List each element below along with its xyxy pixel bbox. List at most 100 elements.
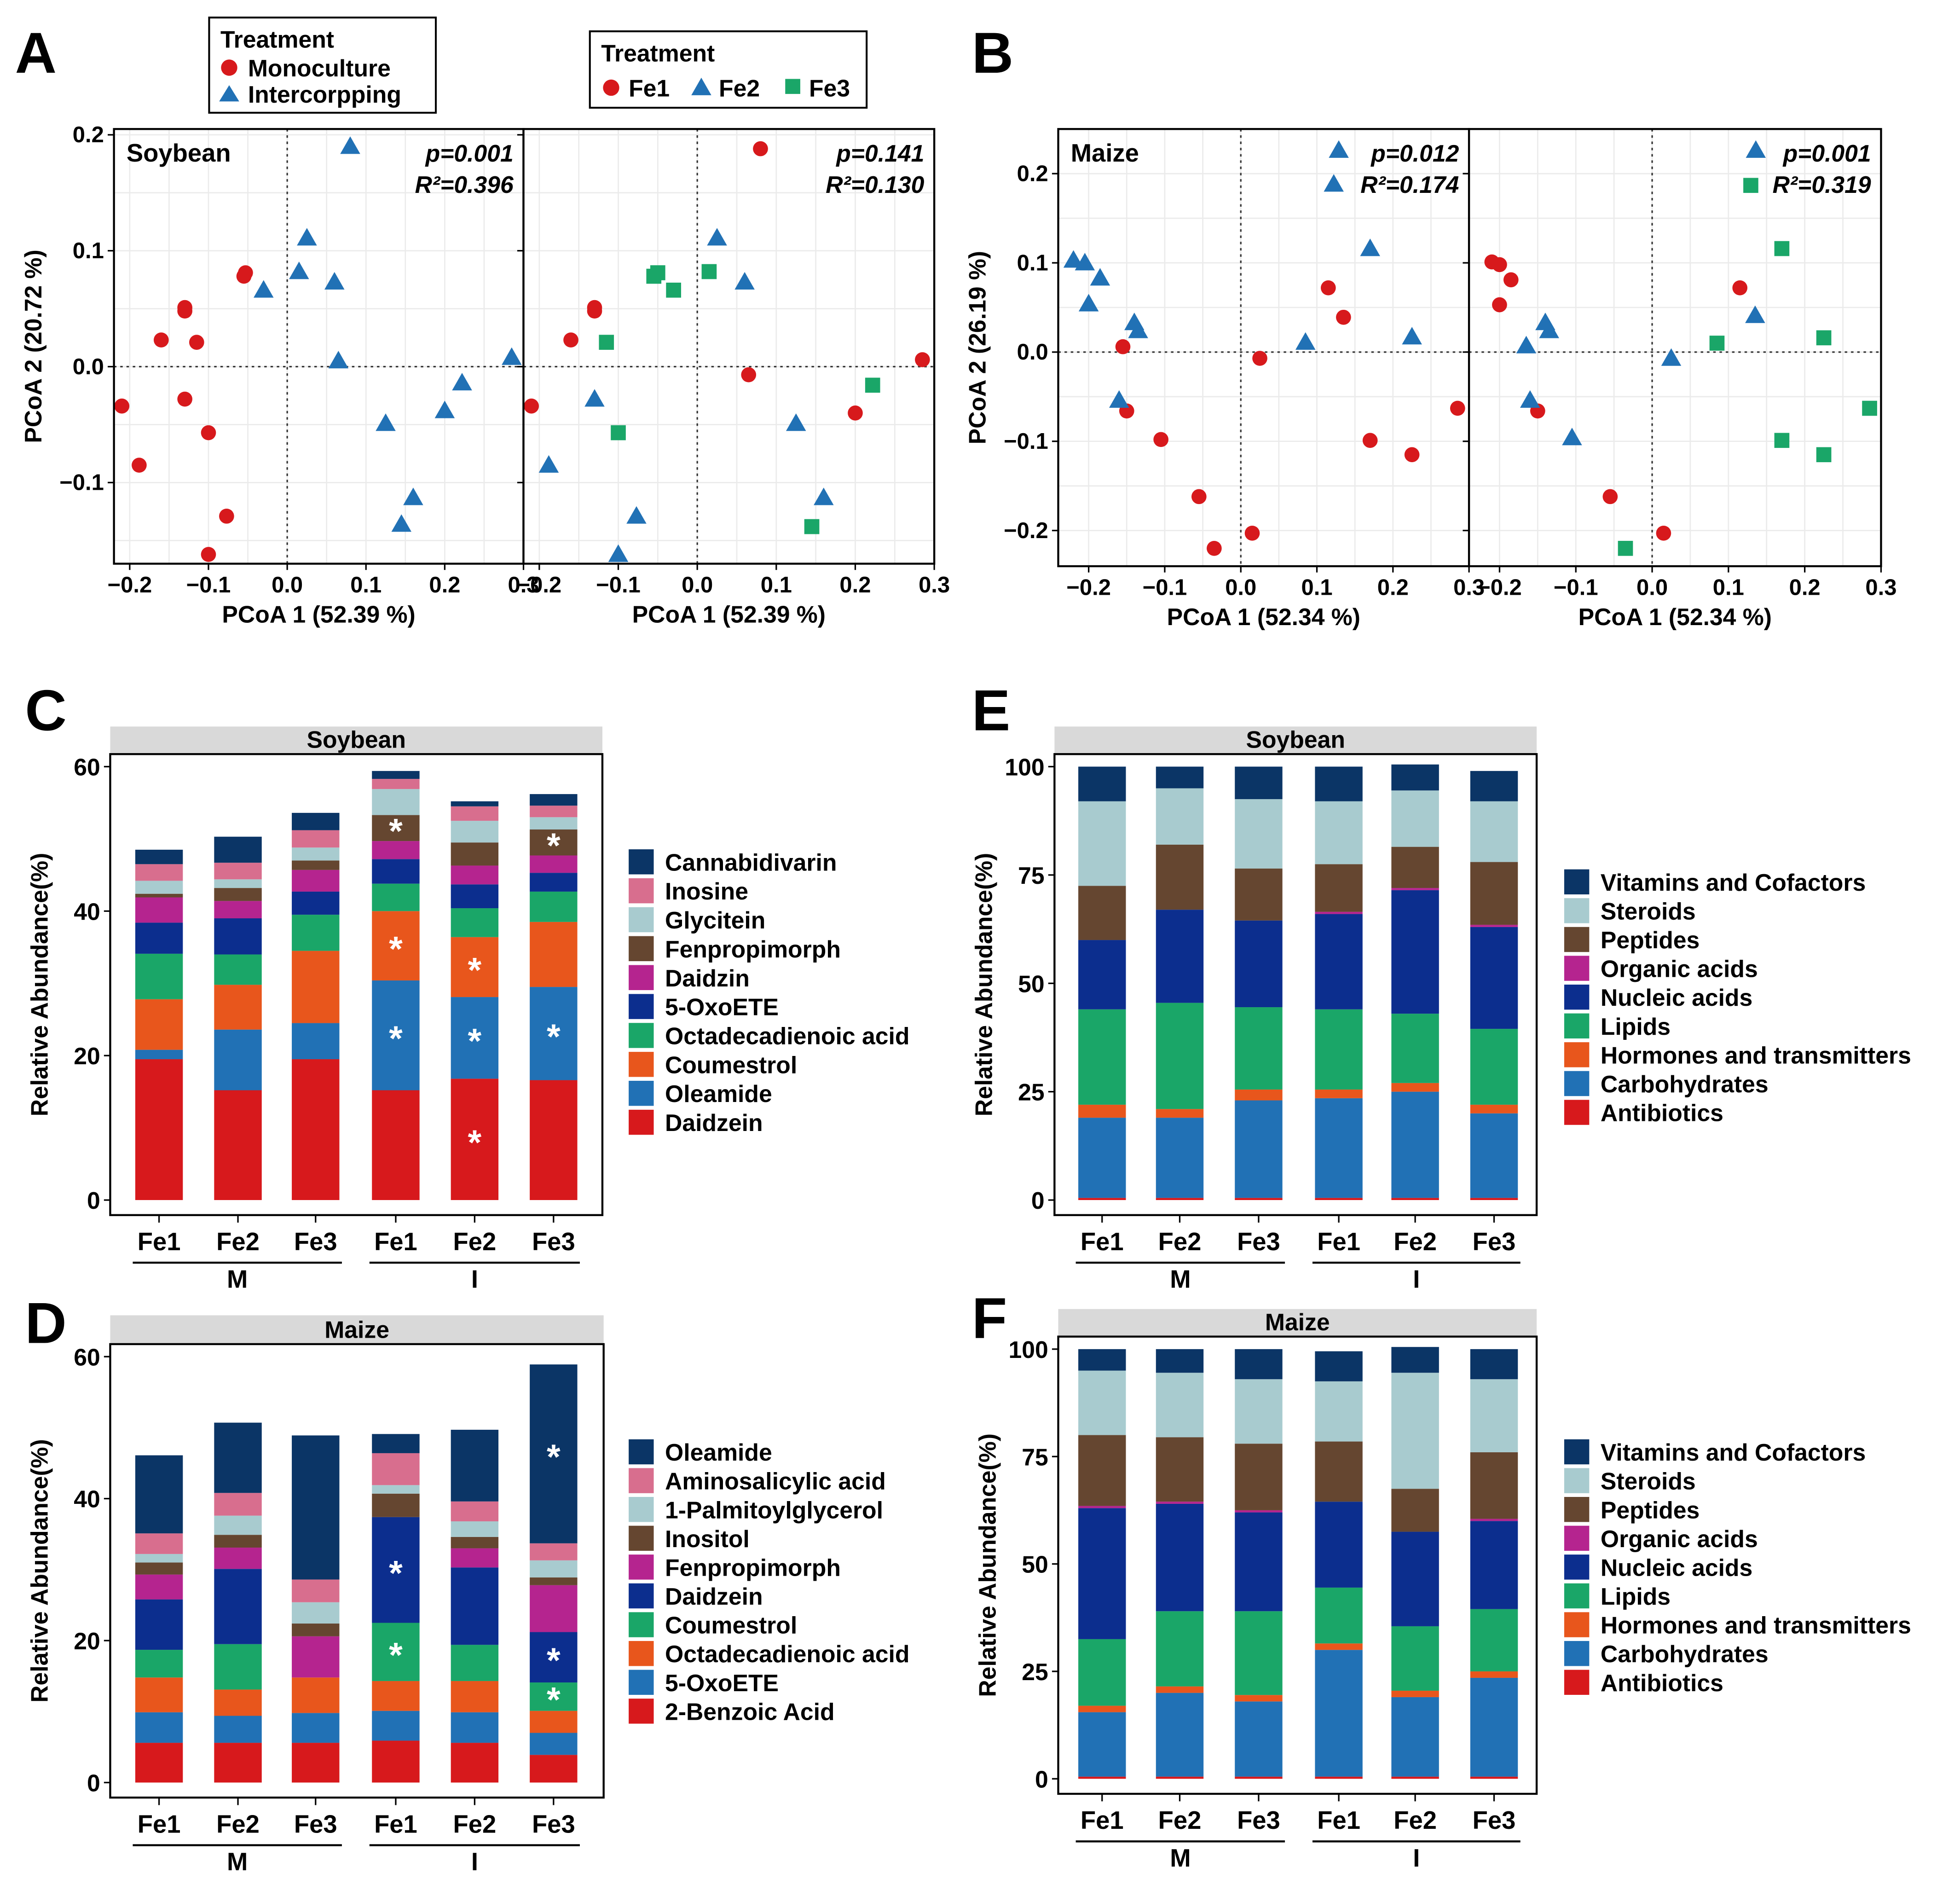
panel-letter-b: B xyxy=(972,21,1013,85)
x-tick-label: 0.0 xyxy=(1636,575,1668,600)
stat-marker xyxy=(1324,174,1344,192)
legend-label: Coumestrol xyxy=(665,1051,797,1078)
bar-segment xyxy=(372,1623,420,1681)
data-point xyxy=(1115,339,1131,354)
bar-segment xyxy=(372,841,420,859)
bar-segment xyxy=(451,908,499,937)
data-point xyxy=(1244,525,1260,541)
y-tick-label: 25 xyxy=(1022,1659,1048,1685)
bar-segment xyxy=(530,1560,578,1577)
bar-segment xyxy=(292,830,340,848)
legend-fe1-label: Fe1 xyxy=(629,75,670,102)
x-tick-label: −0.2 xyxy=(108,573,152,597)
bar-segment xyxy=(451,1681,499,1712)
y-tick-label: 0 xyxy=(1035,1766,1048,1792)
legend-label: Steroids xyxy=(1601,898,1696,924)
bar-segment xyxy=(1156,1437,1204,1502)
category-label: Fe3 xyxy=(1237,1806,1280,1834)
bar-segment xyxy=(135,922,183,954)
y-tick-label: 100 xyxy=(1009,1336,1048,1363)
x-tick-label: −0.2 xyxy=(517,573,562,597)
bar-segment xyxy=(1078,1506,1126,1508)
category-label: Fe1 xyxy=(1081,1806,1124,1834)
bar-segment xyxy=(372,1434,420,1453)
y-tick-label: 60 xyxy=(74,754,100,781)
bar-segment xyxy=(1156,1693,1204,1777)
bar-segment xyxy=(214,1569,262,1644)
bar-segment xyxy=(530,855,578,873)
data-point xyxy=(254,280,274,298)
legend-label: Cannabidivarin xyxy=(665,849,837,876)
bar-segment xyxy=(1156,788,1204,845)
bar-segment xyxy=(372,1681,420,1711)
facet-strip xyxy=(110,726,602,754)
legend-swatch xyxy=(629,849,654,875)
x-tick-label: −0.1 xyxy=(1143,575,1187,600)
bar-segment xyxy=(1470,862,1518,925)
bar-segment xyxy=(1156,1118,1204,1198)
bar-segment xyxy=(292,860,340,870)
bar-segment xyxy=(530,829,578,856)
y-tick-label: 0.1 xyxy=(73,238,104,263)
legend-swatch xyxy=(1564,1071,1590,1096)
legend-monoculture-label: Monoculture xyxy=(248,55,391,81)
bar-segment xyxy=(1156,1776,1204,1779)
data-point xyxy=(1520,390,1540,408)
bar-segment xyxy=(1235,1510,1283,1513)
bar-segment xyxy=(1470,1776,1518,1779)
bar-segment xyxy=(372,771,420,779)
stat-r-squared: R²=0.396 xyxy=(415,171,514,198)
x-axis-label: PCoA 1 (52.34 %) xyxy=(1167,603,1360,630)
category-label: Fe3 xyxy=(294,1228,337,1256)
bar-segment xyxy=(1470,1029,1518,1105)
bar-segment xyxy=(530,1585,578,1632)
bar-segment xyxy=(1391,890,1439,1014)
legend-swatch xyxy=(629,1670,654,1695)
y-tick-label: 20 xyxy=(74,1043,100,1069)
bar-segment xyxy=(1315,801,1363,864)
facet-strip-label: Maize xyxy=(324,1316,389,1343)
y-tick-label: 0 xyxy=(1031,1187,1045,1214)
legend-swatch xyxy=(1564,1670,1590,1695)
x-axis-label: PCoA 1 (52.39 %) xyxy=(632,601,826,628)
bar-segment xyxy=(135,893,183,898)
legend-label: Octadecadienoic acid xyxy=(665,1641,909,1667)
bar-segment xyxy=(451,1079,499,1200)
bar-segment xyxy=(372,883,420,911)
bar-segment xyxy=(451,997,499,1079)
data-point xyxy=(201,425,216,441)
significance-mark: * xyxy=(389,1635,403,1675)
data-point xyxy=(201,547,216,562)
data-point xyxy=(340,136,360,154)
data-point xyxy=(753,141,768,157)
data-point xyxy=(177,391,192,407)
bar-segment xyxy=(1156,1503,1204,1612)
legend-label: Oleamide xyxy=(665,1439,772,1466)
bar-segment xyxy=(214,879,262,888)
y-tick-label: 50 xyxy=(1022,1551,1048,1578)
bar-segment xyxy=(1156,1198,1204,1200)
bar-segment xyxy=(292,1624,340,1636)
bar-legend: CannabidivarinInosineGlyciteinFenpropimo… xyxy=(629,849,909,1136)
bar-segment xyxy=(530,1543,578,1560)
legend-fe-title: Treatment xyxy=(601,40,715,66)
group-label: M xyxy=(1170,1265,1191,1293)
bar-segment xyxy=(1156,1611,1204,1687)
legend-swatch xyxy=(1564,927,1590,952)
charts-layer: −0.2 −0.1 0.0 0.1 0.2 0.3 −0.1 0.0 0.1 0.2 PCoA 1 … xyxy=(20,122,1911,1876)
data-point xyxy=(1063,250,1084,268)
data-point xyxy=(1207,540,1222,556)
category-label: Fe3 xyxy=(1473,1228,1516,1256)
category-label: Fe1 xyxy=(1317,1228,1360,1256)
x-tick-label: 0.2 xyxy=(1377,575,1409,600)
bar-segment xyxy=(1470,1521,1518,1609)
legend-swatch xyxy=(629,907,654,933)
data-point xyxy=(1656,525,1671,541)
bar-segment xyxy=(1470,1198,1518,1200)
bar-segment xyxy=(1078,1705,1126,1712)
panel-letter-a: A xyxy=(15,21,57,85)
bar-segment xyxy=(292,1713,340,1743)
data-point xyxy=(189,335,204,350)
legend-fe1-marker xyxy=(603,79,619,96)
